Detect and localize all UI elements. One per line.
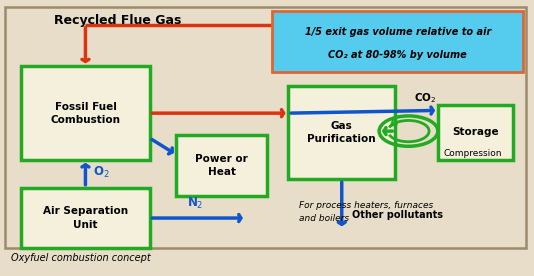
Text: Oxyfuel combustion concept: Oxyfuel combustion concept bbox=[11, 253, 151, 263]
FancyBboxPatch shape bbox=[288, 86, 395, 179]
Text: Power or
Heat: Power or Heat bbox=[195, 154, 248, 177]
Text: Storage: Storage bbox=[452, 128, 499, 137]
Text: Recycled Flue Gas: Recycled Flue Gas bbox=[54, 14, 181, 27]
Text: N$_2$: N$_2$ bbox=[187, 196, 203, 211]
FancyBboxPatch shape bbox=[176, 135, 267, 196]
Text: O$_2$: O$_2$ bbox=[93, 165, 110, 180]
FancyBboxPatch shape bbox=[21, 188, 150, 248]
FancyBboxPatch shape bbox=[438, 105, 513, 160]
Text: Other pollutants: Other pollutants bbox=[352, 210, 443, 220]
Text: Compression: Compression bbox=[443, 149, 502, 158]
Text: For process heaters, furnaces
and boilers: For process heaters, furnaces and boiler… bbox=[299, 201, 433, 223]
Text: CO₂ at 80-98% by volume: CO₂ at 80-98% by volume bbox=[328, 50, 467, 60]
Text: Gas
Purification: Gas Purification bbox=[308, 121, 376, 144]
Text: Fossil Fuel
Combustion: Fossil Fuel Combustion bbox=[50, 102, 121, 125]
FancyBboxPatch shape bbox=[272, 11, 523, 72]
Text: Air Separation
Unit: Air Separation Unit bbox=[43, 206, 128, 230]
Text: CO$_2$: CO$_2$ bbox=[414, 91, 436, 105]
FancyBboxPatch shape bbox=[21, 66, 150, 160]
Text: 1/5 exit gas volume relative to air: 1/5 exit gas volume relative to air bbox=[305, 27, 491, 37]
FancyBboxPatch shape bbox=[5, 7, 526, 248]
